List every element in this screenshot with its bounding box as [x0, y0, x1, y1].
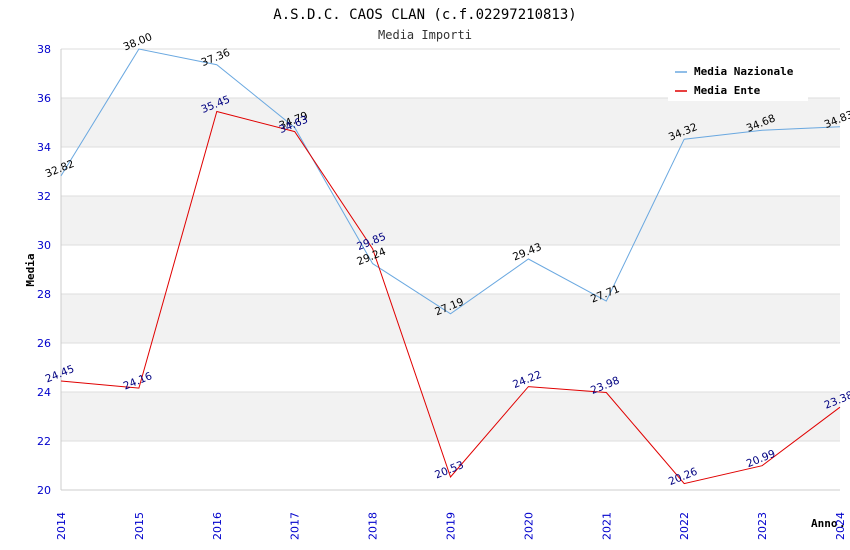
grid-lines	[61, 48, 840, 491]
x-tick-label: 2021	[600, 512, 613, 540]
data-label: 24.16	[122, 370, 155, 393]
x-tick-label: 2017	[289, 512, 302, 540]
background-bands	[61, 98, 840, 441]
x-tick-label: 2014	[55, 512, 68, 540]
series-lines	[60, 48, 841, 485]
x-tick-label: 2016	[211, 512, 224, 540]
y-tick-label: 36	[37, 92, 51, 105]
y-tick-label: 34	[37, 141, 51, 154]
grid-band	[61, 294, 840, 343]
y-tick-label: 30	[37, 239, 51, 252]
x-axis-label: Anno	[811, 517, 838, 530]
x-tick-label: 2024	[834, 512, 847, 540]
x-tick-label: 2023	[756, 512, 769, 540]
y-tick-label: 28	[37, 288, 51, 301]
legend-label-media-nazionale: Media Nazionale	[694, 65, 794, 78]
y-tick-label: 22	[37, 435, 51, 448]
data-label: 20.53	[433, 459, 465, 481]
x-tick-label: 2019	[445, 512, 458, 540]
y-tick-label: 26	[37, 337, 51, 350]
x-tick-labels: 2014 2015 2016 2017 2018 2019 2020 2021 2022 2023…	[55, 512, 847, 540]
y-tick-label: 20	[37, 484, 51, 497]
data-label: 37.36	[199, 47, 232, 70]
y-tick-label: 32	[37, 190, 51, 203]
x-tick-label: 2015	[133, 512, 146, 540]
series-line-media-ente	[60, 110, 841, 485]
x-tick-label: 2018	[367, 512, 380, 540]
y-tick-label: 38	[37, 43, 51, 56]
y-tick-labels: 20 22 24 26 28 30 32 34 36 38	[37, 43, 51, 497]
x-tick-label: 2022	[678, 512, 691, 540]
chart-title: A.S.D.C. CAOS CLAN (c.f.02297210813)	[273, 7, 576, 23]
y-axis-label: Media	[24, 253, 37, 286]
chart-subtitle: Media Importi	[378, 28, 472, 42]
legend: Media Nazionale Media Ente	[668, 59, 808, 101]
series-line-media-nazionale	[60, 48, 841, 315]
x-tick-label: 2020	[522, 512, 535, 540]
legend-box	[668, 59, 808, 101]
grid-band	[61, 98, 840, 147]
x-axis-label-period: .	[839, 517, 846, 530]
grid-band	[61, 196, 840, 245]
data-label: 20.99	[745, 448, 777, 470]
y-tick-label: 24	[37, 386, 51, 399]
grid-band	[61, 392, 840, 441]
legend-label-media-ente: Media Ente	[694, 84, 761, 97]
data-label: 32.82	[44, 158, 76, 180]
